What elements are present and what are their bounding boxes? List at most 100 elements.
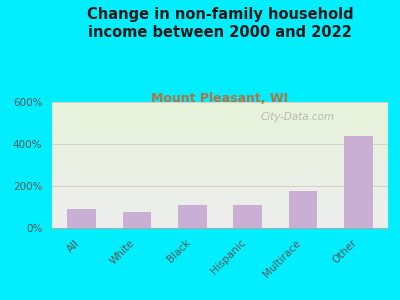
- Bar: [52, 186, 388, 187]
- Bar: [52, 122, 388, 123]
- Bar: [52, 167, 388, 168]
- Bar: [52, 135, 388, 136]
- Bar: [52, 215, 388, 216]
- Bar: [52, 174, 388, 175]
- Bar: [52, 218, 388, 219]
- Bar: [52, 146, 388, 147]
- Bar: [52, 113, 388, 114]
- Bar: [52, 200, 388, 201]
- Bar: [52, 176, 388, 177]
- Bar: [67, 209, 96, 228]
- Bar: [52, 136, 388, 137]
- Bar: [52, 183, 388, 184]
- Bar: [52, 148, 388, 149]
- Text: Change in non-family household
income between 2000 and 2022: Change in non-family household income be…: [87, 8, 353, 40]
- Bar: [52, 166, 388, 167]
- Bar: [52, 131, 388, 132]
- Bar: [52, 160, 388, 161]
- Bar: [52, 227, 388, 228]
- Bar: [52, 198, 388, 199]
- Bar: [52, 116, 388, 117]
- Bar: [123, 212, 151, 228]
- Bar: [52, 111, 388, 112]
- Bar: [178, 205, 207, 228]
- Bar: [52, 184, 388, 185]
- Bar: [52, 103, 388, 104]
- Bar: [52, 191, 388, 192]
- Bar: [52, 114, 388, 115]
- Text: Mount Pleasant, WI: Mount Pleasant, WI: [152, 92, 288, 104]
- Bar: [52, 187, 388, 188]
- Bar: [52, 142, 388, 143]
- Bar: [52, 180, 388, 181]
- Bar: [52, 144, 388, 145]
- Bar: [52, 129, 388, 130]
- Bar: [52, 107, 388, 108]
- Bar: [52, 207, 388, 208]
- Bar: [52, 102, 388, 103]
- Bar: [52, 126, 388, 127]
- Bar: [52, 165, 388, 166]
- Bar: [52, 159, 388, 160]
- Bar: [52, 195, 388, 196]
- Bar: [52, 196, 388, 197]
- Bar: [52, 119, 388, 120]
- Bar: [52, 226, 388, 227]
- Bar: [52, 104, 388, 105]
- Bar: [52, 158, 388, 159]
- Bar: [52, 125, 388, 126]
- Bar: [52, 127, 388, 128]
- Bar: [52, 106, 388, 107]
- Bar: [52, 197, 388, 198]
- Bar: [52, 203, 388, 204]
- Bar: [52, 108, 388, 109]
- Bar: [52, 124, 388, 125]
- Bar: [52, 153, 388, 154]
- Bar: [289, 190, 317, 228]
- Bar: [52, 199, 388, 200]
- Bar: [52, 143, 388, 144]
- Bar: [52, 190, 388, 191]
- Bar: [52, 137, 388, 138]
- Bar: [52, 171, 388, 172]
- Bar: [52, 139, 388, 140]
- Bar: [52, 212, 388, 213]
- Bar: [52, 149, 388, 150]
- Bar: [52, 175, 388, 176]
- Bar: [52, 145, 388, 146]
- Bar: [52, 225, 388, 226]
- Bar: [52, 155, 388, 156]
- Bar: [52, 105, 388, 106]
- Bar: [52, 172, 388, 173]
- Bar: [52, 189, 388, 190]
- Bar: [52, 173, 388, 174]
- Bar: [344, 136, 373, 228]
- Bar: [52, 141, 388, 142]
- Bar: [52, 128, 388, 129]
- Bar: [233, 205, 262, 228]
- Bar: [52, 164, 388, 165]
- Bar: [52, 132, 388, 133]
- Text: City-Data.com: City-Data.com: [260, 112, 334, 122]
- Bar: [52, 112, 388, 113]
- Bar: [52, 118, 388, 119]
- Bar: [52, 110, 388, 111]
- Bar: [52, 123, 388, 124]
- Bar: [52, 151, 388, 152]
- Bar: [52, 208, 388, 209]
- Bar: [52, 134, 388, 135]
- Bar: [52, 168, 388, 169]
- Bar: [52, 154, 388, 155]
- Bar: [52, 224, 388, 225]
- Bar: [52, 204, 388, 205]
- Bar: [52, 206, 388, 207]
- Bar: [52, 205, 388, 206]
- Bar: [52, 217, 388, 218]
- Bar: [52, 133, 388, 134]
- Bar: [52, 152, 388, 153]
- Bar: [52, 188, 388, 189]
- Bar: [52, 130, 388, 131]
- Bar: [52, 178, 388, 179]
- Bar: [52, 223, 388, 224]
- Bar: [52, 213, 388, 214]
